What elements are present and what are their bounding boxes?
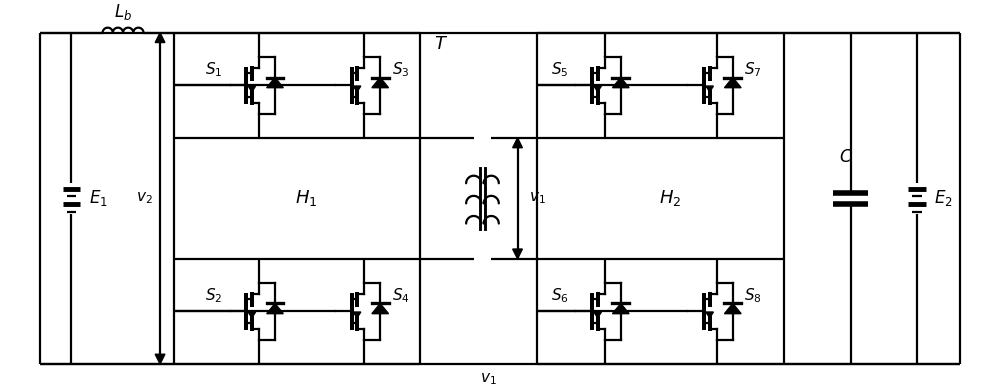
Text: $S_7$: $S_7$ bbox=[744, 61, 762, 79]
Polygon shape bbox=[513, 249, 522, 259]
Polygon shape bbox=[267, 77, 283, 88]
Text: $S_1$: $S_1$ bbox=[205, 61, 223, 79]
Text: $S_5$: $S_5$ bbox=[551, 61, 569, 79]
Polygon shape bbox=[612, 77, 629, 88]
Text: $T$: $T$ bbox=[434, 36, 449, 54]
Polygon shape bbox=[372, 77, 389, 88]
Text: $S_4$: $S_4$ bbox=[392, 287, 409, 305]
Text: $S_8$: $S_8$ bbox=[744, 287, 762, 305]
Polygon shape bbox=[594, 312, 601, 318]
Text: $S_2$: $S_2$ bbox=[205, 287, 223, 305]
Polygon shape bbox=[155, 33, 165, 43]
Text: $E_1$: $E_1$ bbox=[89, 188, 108, 208]
Polygon shape bbox=[248, 312, 256, 318]
Polygon shape bbox=[353, 86, 361, 92]
Text: $S_3$: $S_3$ bbox=[392, 61, 409, 79]
Text: $v_1$: $v_1$ bbox=[480, 372, 497, 387]
Polygon shape bbox=[724, 303, 741, 314]
Polygon shape bbox=[706, 86, 713, 92]
Text: $L_b$: $L_b$ bbox=[114, 2, 132, 22]
Polygon shape bbox=[155, 354, 165, 364]
Polygon shape bbox=[267, 303, 283, 314]
Polygon shape bbox=[594, 86, 601, 92]
Polygon shape bbox=[353, 312, 361, 318]
Text: $v_2$: $v_2$ bbox=[136, 190, 153, 206]
Polygon shape bbox=[372, 303, 389, 314]
Text: $H_1$: $H_1$ bbox=[295, 188, 318, 208]
Polygon shape bbox=[612, 303, 629, 314]
Text: $C$: $C$ bbox=[839, 149, 853, 166]
Text: $v_1$: $v_1$ bbox=[529, 190, 546, 206]
Polygon shape bbox=[724, 77, 741, 88]
Polygon shape bbox=[513, 138, 522, 148]
Text: $E_2$: $E_2$ bbox=[934, 188, 953, 208]
Polygon shape bbox=[248, 86, 256, 92]
Text: $S_6$: $S_6$ bbox=[551, 287, 569, 305]
Text: $H_2$: $H_2$ bbox=[659, 188, 682, 208]
Polygon shape bbox=[706, 312, 713, 318]
